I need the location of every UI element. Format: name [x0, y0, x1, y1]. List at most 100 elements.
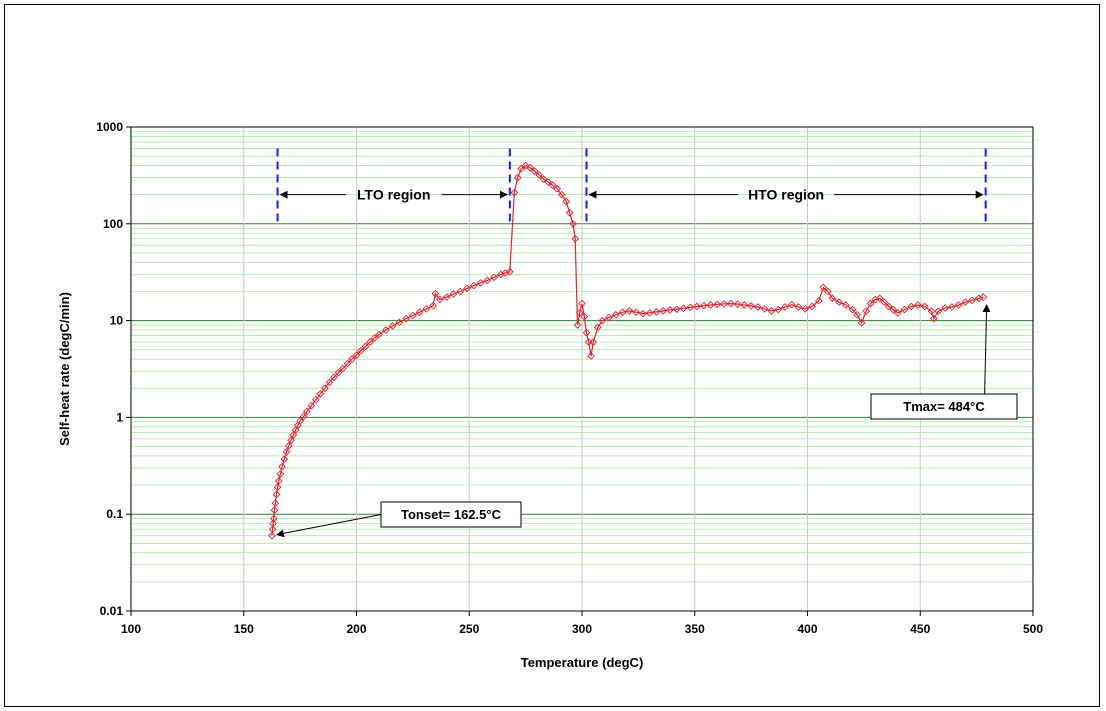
- data-point-marker: [530, 167, 539, 175]
- data-point-marker: [361, 342, 370, 351]
- data-point-marker: [535, 171, 543, 179]
- data-point-marker: [652, 308, 661, 316]
- data-point-marker: [395, 318, 404, 327]
- data-point-marker: [598, 316, 607, 325]
- data-point-marker: [325, 378, 334, 387]
- data-point-marker: [429, 301, 438, 310]
- data-series: [268, 161, 988, 540]
- data-point-marker: [476, 279, 485, 287]
- chart-frame: 100 150 200 250 300 350 400 450 500 0.01 0.1 1 10 10…: [4, 4, 1100, 707]
- y-tick-label: 10: [110, 314, 124, 328]
- data-point-marker: [517, 164, 525, 173]
- data-point-marker: [954, 301, 963, 309]
- data-point-marker: [271, 499, 280, 508]
- data-point-marker: [618, 308, 627, 317]
- data-point-marker: [289, 431, 298, 439]
- data-point-marker: [269, 519, 277, 528]
- tmax-callout-arrow: [982, 304, 991, 395]
- data-point-marker: [720, 299, 728, 308]
- data-point-marker: [573, 321, 582, 329]
- y-tick-label: 100: [103, 217, 123, 231]
- data-point-marker: [794, 303, 803, 311]
- data-point-marker: [548, 181, 557, 190]
- data-point-marker: [706, 301, 715, 309]
- region-label: HTO region: [748, 187, 824, 203]
- data-point-marker: [929, 314, 938, 323]
- x-axis-ticks: 100 150 200 250 300 350 400 450 500: [121, 611, 1043, 636]
- tonset-callout-text: Tonset= 162.5°C: [401, 507, 502, 522]
- data-point-marker: [920, 302, 929, 311]
- data-point-marker: [334, 368, 343, 377]
- data-point-marker: [463, 284, 471, 293]
- x-tick-label: 250: [459, 622, 479, 636]
- data-point-marker: [672, 305, 681, 314]
- data-point-marker: [961, 298, 970, 307]
- data-point-marker: [605, 313, 613, 322]
- data-point-marker: [582, 328, 591, 337]
- data-point-marker: [862, 307, 870, 316]
- data-point-marker: [270, 506, 279, 515]
- data-point-marker: [934, 307, 943, 316]
- y-axis-ticks: 0.01 0.1 1 10 100 1000: [96, 120, 131, 618]
- data-point-marker: [431, 289, 440, 298]
- x-tick-label: 500: [1023, 622, 1043, 636]
- data-point-marker: [269, 514, 278, 523]
- data-point-marker: [900, 305, 909, 314]
- annotations: Tonset= 162.5°C Tmax= 484°C: [275, 304, 1018, 538]
- data-point-marker: [312, 395, 320, 404]
- y-tick-label: 1000: [96, 120, 123, 134]
- data-point-marker: [866, 299, 875, 308]
- data-point-marker: [422, 305, 431, 313]
- data-point-marker: [539, 175, 548, 183]
- data-point-marker: [975, 294, 983, 303]
- data-point-marker: [521, 161, 530, 170]
- data-point-marker: [828, 294, 837, 303]
- data-point-marker: [285, 441, 293, 450]
- tmax-callout-text: Tmax= 484°C: [903, 399, 985, 414]
- data-point-marker: [366, 338, 374, 346]
- data-point-marker: [781, 303, 789, 311]
- data-point-marker: [352, 351, 361, 359]
- data-point-marker: [841, 301, 850, 309]
- data-point-marker: [388, 322, 397, 330]
- data-point-marker: [506, 267, 514, 276]
- data-point-marker: [268, 531, 276, 540]
- y-tick-label: 1: [116, 410, 123, 424]
- data-point-marker: [321, 384, 329, 393]
- data-point-marker: [659, 307, 668, 315]
- data-point-marker: [726, 299, 735, 308]
- data-point-marker: [274, 477, 283, 485]
- data-point-marker: [409, 311, 417, 320]
- data-point-marker: [801, 305, 810, 313]
- data-point-marker: [490, 273, 498, 282]
- data-point-marker: [968, 296, 976, 305]
- data-point-marker: [941, 304, 949, 312]
- data-point-marker: [814, 297, 823, 305]
- data-point-marker: [760, 305, 769, 313]
- data-point-marker: [469, 281, 478, 290]
- data-point-marker: [272, 490, 281, 499]
- data-point-marker: [562, 197, 571, 206]
- data-point-marker: [880, 298, 889, 307]
- data-point-marker: [857, 318, 866, 327]
- data-point-marker: [823, 287, 832, 296]
- data-point-marker: [375, 330, 383, 339]
- data-point-marker: [273, 483, 282, 492]
- data-point-marker: [578, 299, 586, 308]
- data-point-marker: [835, 298, 843, 307]
- data-point-marker: [679, 304, 688, 313]
- data-point-marker: [907, 302, 916, 311]
- data-point-marker: [754, 303, 762, 311]
- data-point-marker: [307, 401, 316, 410]
- data-point-marker: [593, 323, 602, 332]
- major-gridlines: [131, 127, 1033, 611]
- data-point-marker: [565, 208, 574, 217]
- data-point-marker: [571, 234, 580, 243]
- data-point-marker: [733, 300, 742, 308]
- region-labels: LTO region HTO region: [279, 187, 984, 203]
- data-point-marker: [280, 455, 289, 464]
- x-axis-title: Temperature (degC): [521, 655, 644, 670]
- data-point-marker: [645, 309, 654, 317]
- x-tick-label: 450: [910, 622, 930, 636]
- data-point-marker: [339, 364, 347, 373]
